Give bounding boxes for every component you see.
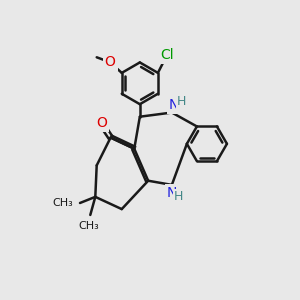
Text: N: N: [169, 98, 179, 112]
Text: N: N: [167, 186, 177, 200]
Text: CH₃: CH₃: [52, 198, 73, 208]
Text: H: H: [174, 190, 184, 203]
Text: CH₃: CH₃: [79, 220, 99, 230]
Text: H: H: [177, 95, 186, 109]
Text: O: O: [96, 116, 107, 130]
Text: O: O: [105, 55, 116, 69]
Text: Cl: Cl: [160, 48, 174, 62]
